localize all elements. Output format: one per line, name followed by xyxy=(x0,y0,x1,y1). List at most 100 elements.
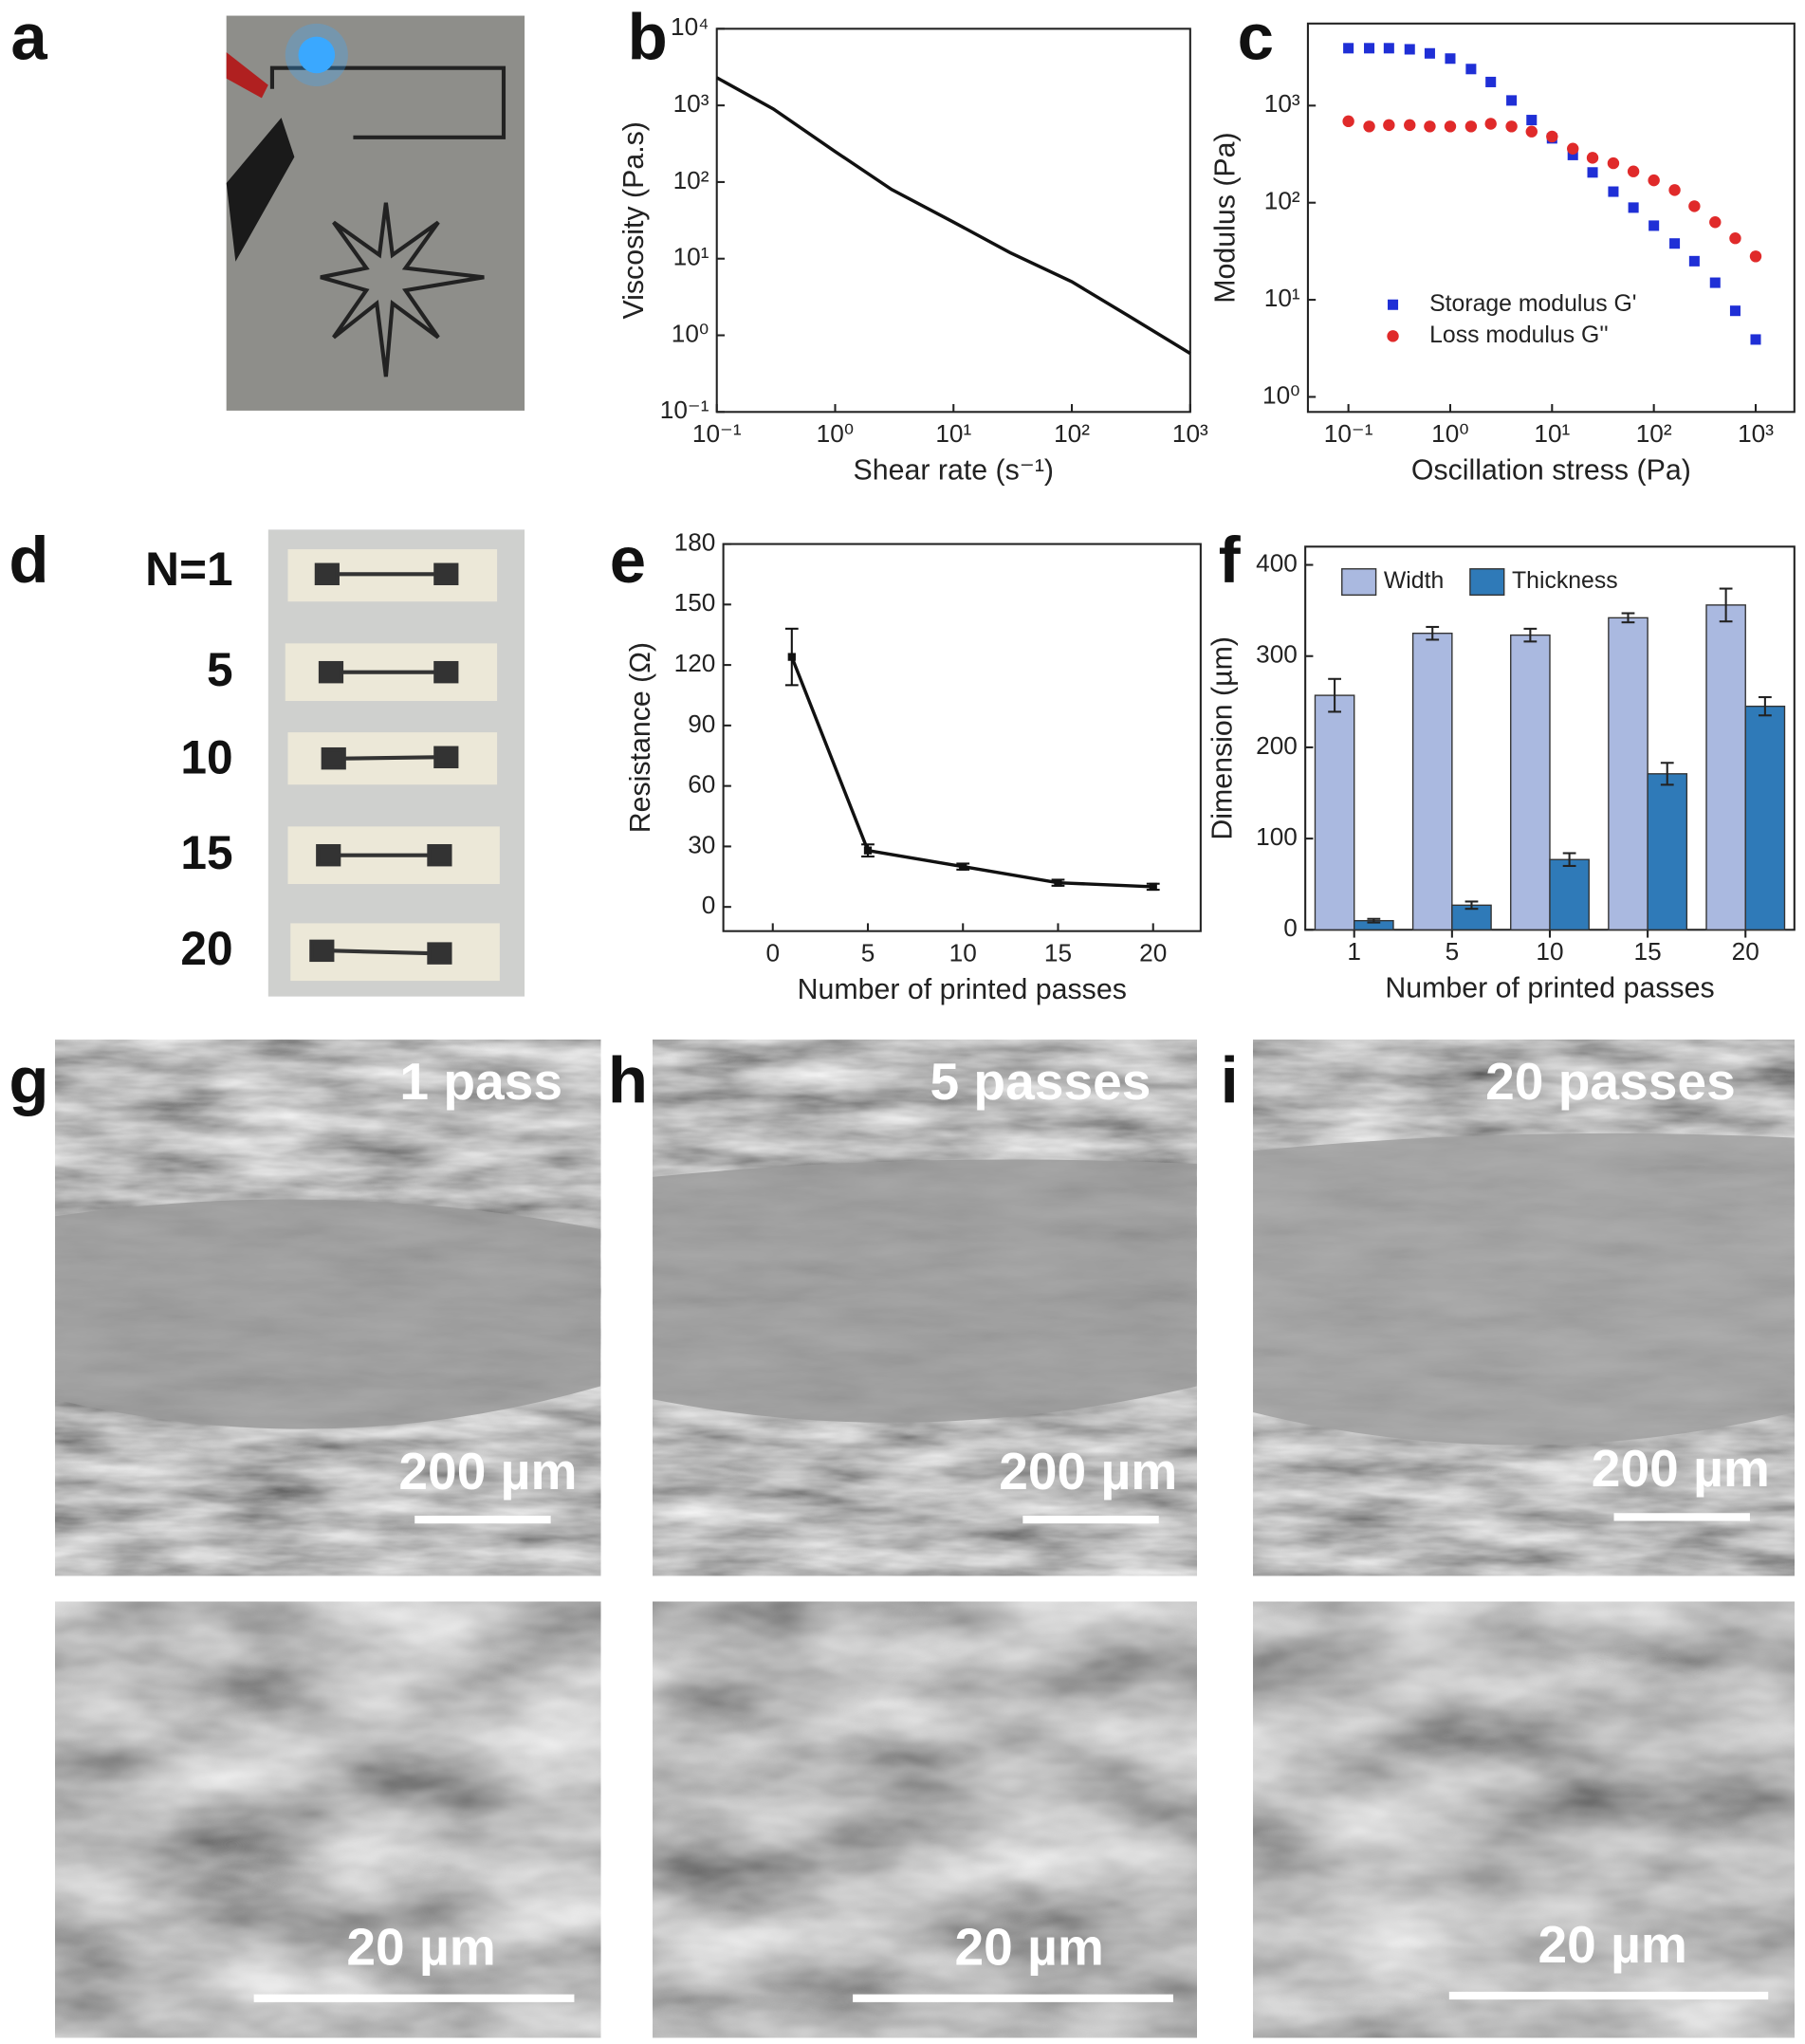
y-tick-label: 200 xyxy=(1256,731,1298,760)
marker xyxy=(1484,118,1497,130)
x-axis-label: Number of printed passes xyxy=(1385,973,1714,1004)
marker xyxy=(1668,184,1681,196)
marker xyxy=(1465,64,1477,75)
legend-label: Width xyxy=(1384,568,1444,594)
legend-swatch xyxy=(1469,568,1505,597)
bar xyxy=(1647,773,1688,930)
x-axis-label: Shear rate (s⁻¹) xyxy=(854,455,1055,487)
x-tick-label: 5 xyxy=(1446,937,1460,966)
x-tick-label: 0 xyxy=(765,938,780,967)
marker xyxy=(1729,232,1741,245)
y-tick-label: 10² xyxy=(673,166,709,194)
y-axis-label: Modulus (Pa) xyxy=(1209,132,1241,303)
x-tick-label: 10² xyxy=(1054,419,1090,448)
error-bar xyxy=(1523,627,1538,643)
plot-frame xyxy=(722,543,1202,932)
marker xyxy=(1364,43,1375,54)
y-tick-label: 10⁰ xyxy=(672,319,709,347)
marker xyxy=(1567,142,1579,155)
y-tick-label: 300 xyxy=(1256,640,1298,669)
bar xyxy=(1314,694,1355,930)
panel-label: d xyxy=(9,524,48,597)
y-tick-label: 10² xyxy=(1264,187,1300,215)
marker xyxy=(1729,305,1741,317)
legend-label: Loss modulus G'' xyxy=(1429,322,1609,348)
y-tick-label: 60 xyxy=(688,770,715,799)
x-tick-label: 10 xyxy=(949,938,977,967)
scale-label: 200 µm xyxy=(398,1442,577,1501)
marker xyxy=(1607,157,1620,170)
bar xyxy=(1549,858,1590,930)
marker xyxy=(1445,53,1456,64)
marker xyxy=(1404,119,1416,132)
marker xyxy=(1383,119,1395,132)
marker xyxy=(1749,250,1762,263)
x-tick-label: 10 xyxy=(1536,937,1563,966)
labels: 1 pass 5 passes 20 passes 200 µm 200 µm … xyxy=(346,1052,1770,1977)
panel-label: a xyxy=(10,0,47,73)
x-axis-label: Number of printed passes xyxy=(798,974,1127,1005)
bar xyxy=(1411,633,1453,930)
y-tick-label: 0 xyxy=(1283,913,1298,942)
marker xyxy=(1750,334,1761,345)
marker xyxy=(1709,216,1722,229)
x-tick-label: 10³ xyxy=(1738,419,1774,448)
marker xyxy=(1054,878,1062,887)
y-tick-label: 400 xyxy=(1256,548,1298,577)
marker xyxy=(1444,120,1457,133)
legend-swatch xyxy=(1388,299,1399,310)
line xyxy=(715,76,1191,356)
panel-label: i xyxy=(1221,1044,1239,1117)
x-axis-label: Oscillation stress (Pa) xyxy=(1411,455,1691,487)
marker xyxy=(1586,152,1599,164)
y-tick-label: 180 xyxy=(674,527,716,556)
bar xyxy=(1608,617,1648,930)
photo-a xyxy=(226,15,525,411)
marker xyxy=(1688,255,1700,267)
y-tick-label: 30 xyxy=(688,830,715,858)
x-tick-label: 10¹ xyxy=(1534,419,1570,448)
marker xyxy=(1648,220,1660,231)
marker xyxy=(1525,125,1538,138)
y-tick-label: 120 xyxy=(674,649,716,677)
y-tick-label: 10³ xyxy=(673,89,709,118)
marker xyxy=(1424,120,1436,133)
y-tick-label: 10³ xyxy=(1264,89,1300,118)
x-tick-label: 15 xyxy=(1044,938,1072,967)
sample-label: 5 xyxy=(207,643,233,696)
y-tick-label: 10⁴ xyxy=(671,12,709,41)
x-tick-label: 20 xyxy=(1732,937,1759,966)
y-tick-label: 10¹ xyxy=(1264,284,1300,312)
sem-title: 20 passes xyxy=(1485,1052,1736,1111)
marker xyxy=(1688,200,1701,212)
legend-swatch xyxy=(1341,568,1377,597)
y-axis-label: Resistance (Ω) xyxy=(625,642,656,833)
marker xyxy=(1342,115,1354,128)
marker xyxy=(1506,95,1518,106)
sem-title: 5 passes xyxy=(930,1052,1151,1111)
x-tick-label: 10⁰ xyxy=(817,419,855,448)
x-tick-label: 1 xyxy=(1347,937,1361,966)
sem-title: 1 pass xyxy=(399,1052,562,1111)
error-bar xyxy=(1719,587,1733,623)
marker xyxy=(1648,174,1660,187)
error-bar xyxy=(1758,695,1772,717)
error-bar xyxy=(1660,762,1674,786)
marker xyxy=(1464,120,1478,133)
marker xyxy=(1709,277,1721,288)
scale-label: 20 µm xyxy=(1538,1915,1686,1974)
scale-label: 20 µm xyxy=(346,1918,495,1977)
x-tick-label: 10² xyxy=(1636,419,1672,448)
marker xyxy=(1627,165,1640,177)
marker xyxy=(1567,149,1578,160)
y-tick-label: 100 xyxy=(1256,822,1298,851)
bar xyxy=(1510,634,1551,930)
marker xyxy=(1343,43,1354,54)
error-bar xyxy=(1328,677,1341,713)
panel-label: g xyxy=(9,1044,48,1117)
legend-label: Thickness xyxy=(1512,568,1618,594)
photo-d xyxy=(267,529,525,997)
marker xyxy=(787,653,796,661)
